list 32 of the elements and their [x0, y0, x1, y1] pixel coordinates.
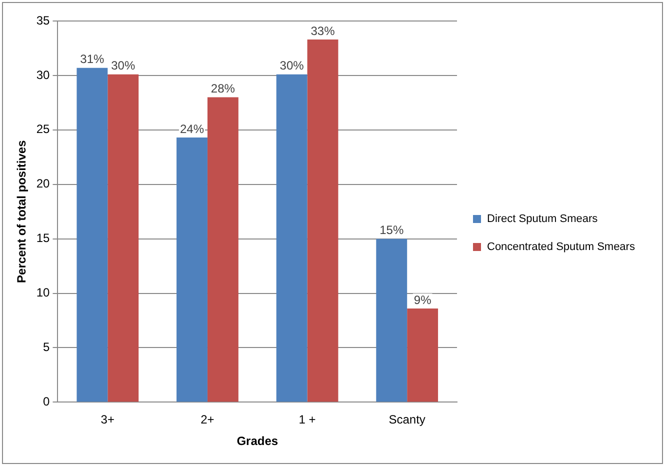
data-label: 31%: [80, 52, 105, 66]
data-label: 33%: [310, 24, 336, 38]
y-tick-label: 20: [36, 176, 50, 191]
data-label: 24%: [180, 122, 204, 136]
bar: [76, 68, 108, 402]
bar: [176, 138, 208, 402]
y-tick-label: 15: [36, 231, 50, 246]
legend-label: Concentrated Sputum Smears: [487, 241, 635, 253]
x-tick-label: 1 +: [298, 412, 316, 427]
bar: [407, 308, 438, 402]
x-axis-title: Grades: [236, 434, 278, 448]
x-tick-label: 2+: [200, 412, 214, 427]
data-label: 28%: [210, 82, 236, 96]
bar: [376, 238, 408, 402]
y-axis-title: Percent of total positives: [14, 140, 29, 283]
y-tick-label: 35: [36, 13, 50, 28]
data-label: 30%: [280, 58, 304, 73]
y-tick-label: 10: [36, 286, 50, 300]
y-tick-label: 30: [36, 68, 50, 82]
bar: [276, 74, 308, 402]
bar: [207, 97, 238, 402]
data-label: 30%: [111, 58, 136, 73]
x-tick-label: 3+: [100, 412, 114, 427]
data-label: 15%: [380, 223, 404, 238]
data-label: 9%: [414, 292, 432, 307]
y-tick-label: 0: [43, 394, 50, 409]
y-tick-label: 5: [43, 340, 50, 354]
bar: [108, 74, 139, 402]
legend-label: Direct Sputum Smears: [487, 213, 598, 225]
x-tick-label: Scanty: [388, 412, 426, 427]
y-tick-label: 25: [36, 122, 50, 136]
bar: [307, 40, 338, 402]
